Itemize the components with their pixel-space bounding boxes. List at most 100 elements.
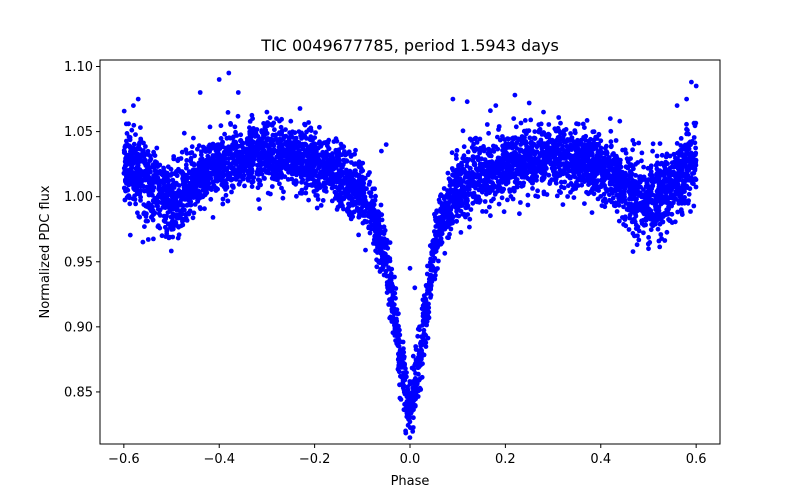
data-point: [684, 177, 690, 183]
data-point: [154, 145, 160, 151]
data-point: [542, 160, 547, 166]
data-point: [448, 226, 454, 232]
data-point: [425, 263, 430, 269]
data-point: [368, 193, 374, 199]
data-point: [140, 149, 146, 155]
data-point: [141, 210, 147, 216]
data-point: [316, 141, 322, 146]
data-point: [138, 183, 143, 189]
data-point: [138, 125, 143, 130]
data-point: [691, 203, 697, 209]
data-point: [558, 155, 563, 161]
data-point: [136, 159, 142, 165]
data-point: [147, 158, 153, 164]
data-point: [379, 267, 385, 272]
data-point: [574, 141, 580, 146]
data-point: [452, 178, 458, 183]
data-point: [542, 165, 548, 171]
data-point: [678, 136, 684, 141]
data-point: [378, 202, 384, 208]
data-point: [614, 176, 620, 182]
data-point: [294, 193, 299, 199]
data-point: [692, 167, 698, 173]
data-point: [614, 164, 620, 169]
data-point: [367, 170, 372, 175]
data-point: [228, 121, 233, 126]
data-point: [246, 159, 252, 165]
data-point: [636, 192, 642, 197]
data-point: [477, 150, 482, 156]
data-point: [333, 160, 339, 166]
data-point: [641, 164, 646, 170]
data-point: [339, 201, 344, 207]
data-point: [561, 151, 566, 157]
data-point: [304, 136, 309, 141]
data-point: [334, 154, 340, 159]
data-point: [628, 196, 633, 202]
data-point: [234, 133, 240, 138]
data-point: [272, 127, 277, 133]
data-point: [495, 134, 500, 140]
data-point: [379, 254, 385, 259]
data-point: [693, 145, 698, 151]
data-point: [610, 195, 616, 201]
data-point: [302, 158, 308, 164]
data-point: [383, 268, 389, 274]
data-point: [313, 130, 318, 136]
data-point: [157, 178, 163, 184]
data-point: [682, 195, 687, 200]
data-point: [675, 209, 681, 215]
data-point: [179, 149, 185, 155]
data-point: [555, 137, 561, 143]
data-point: [347, 168, 353, 174]
data-point: [657, 216, 663, 222]
data-point: [327, 156, 333, 161]
data-point: [268, 152, 273, 157]
data-point: [255, 169, 261, 175]
data-point: [585, 154, 591, 160]
data-point: [650, 220, 656, 226]
data-point: [125, 152, 131, 158]
data-point: [458, 170, 464, 176]
data-point: [282, 153, 287, 159]
data-point: [600, 163, 605, 169]
data-point: [538, 121, 544, 127]
data-point: [386, 302, 392, 307]
data-point: [138, 198, 143, 203]
data-point: [244, 152, 250, 158]
data-point: [262, 124, 268, 130]
data-point: [562, 179, 568, 185]
data-point: [183, 212, 188, 217]
data-point: [625, 159, 631, 165]
data-point: [504, 142, 509, 147]
data-point: [346, 201, 352, 207]
data-point: [441, 225, 447, 231]
data-point: [675, 174, 681, 180]
data-point: [525, 144, 530, 150]
data-point: [297, 106, 303, 111]
data-point: [414, 359, 419, 365]
data-point: [209, 187, 214, 193]
data-point: [671, 183, 677, 189]
data-point: [321, 188, 327, 193]
data-point: [302, 141, 308, 147]
data-point: [486, 146, 492, 152]
data-point: [681, 179, 686, 185]
data-point: [690, 180, 696, 186]
data-point: [213, 152, 219, 158]
data-point: [326, 145, 331, 151]
data-point: [489, 180, 495, 185]
data-point: [183, 162, 189, 168]
data-point: [160, 198, 166, 204]
data-point: [150, 162, 156, 168]
data-point: [500, 134, 505, 139]
data-point: [636, 140, 642, 146]
data-point: [200, 178, 205, 183]
data-point: [379, 212, 385, 218]
data-point: [565, 146, 571, 152]
data-point: [565, 194, 570, 199]
data-point: [198, 152, 204, 158]
data-point: [409, 365, 415, 371]
data-point: [517, 211, 522, 217]
data-point: [637, 174, 643, 180]
